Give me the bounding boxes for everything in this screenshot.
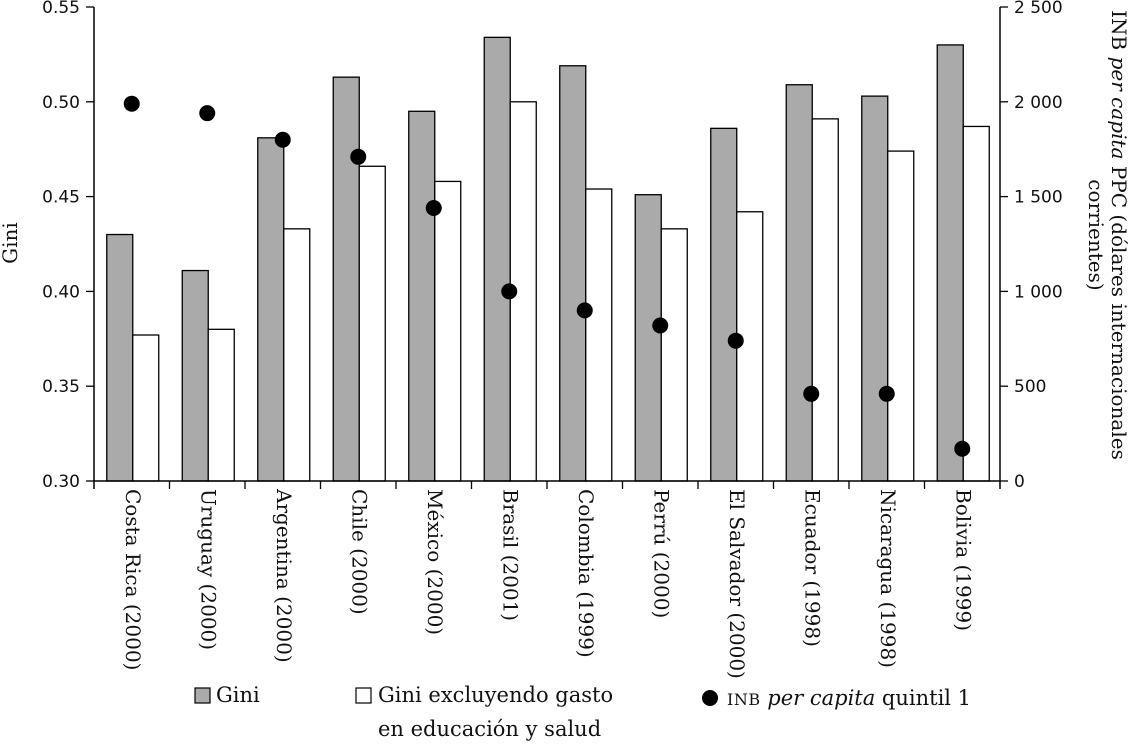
category-label: Colombia (1999): [574, 489, 598, 658]
category-label: Bolivia (1999): [951, 489, 975, 631]
legend-excl-label-line2: en educación y salud: [378, 717, 601, 741]
point-inb: [123, 95, 140, 112]
points-group: [123, 95, 971, 457]
y-tick-label: 0.35: [42, 377, 80, 397]
point-inb: [350, 148, 367, 165]
category-labels-group: Costa Rica (2000) Uruguay (2000) Argentina…: [121, 488, 976, 679]
y2-tick-label: 0: [1014, 472, 1025, 492]
y2-tick-label: 500: [1014, 377, 1046, 397]
category-label: Nicaragua (1998): [876, 489, 900, 668]
category-label: Costa Rica (2000): [121, 489, 145, 670]
legend-inb-prefix: INB: [727, 690, 761, 709]
point-inb: [727, 332, 744, 349]
legend-inb-italic: per capita: [767, 686, 875, 710]
bar-gini-excl: [660, 228, 688, 482]
bar-gini: [785, 84, 813, 482]
bar-gini: [559, 65, 587, 482]
point-inb: [199, 105, 216, 122]
category-label: Chile (2000): [347, 489, 371, 615]
bar-gini-excl: [132, 334, 160, 482]
bar-gini: [181, 269, 209, 482]
y2-tick-label: 2 500: [1014, 0, 1063, 18]
y-axis-title: Gini: [0, 222, 22, 264]
legend-inb-label: INB per capita quintil 1: [727, 686, 971, 710]
point-inb: [878, 385, 895, 402]
point-inb: [576, 302, 593, 319]
y2-axis-title: INB per capita PPC (dólares internaciona…: [1107, 10, 1131, 460]
point-inb: [501, 283, 518, 300]
category-label: México (2000): [423, 489, 447, 635]
legend-excl-swatch: [355, 687, 372, 704]
legend-inb-marker: [702, 690, 718, 706]
bar-gini: [936, 44, 964, 482]
y-tick-label: 0.55: [42, 0, 80, 18]
bar-gini-excl: [283, 228, 311, 482]
bar-gini: [634, 194, 662, 482]
bar-gini-excl: [962, 125, 990, 482]
axes-group: 0.30 0.35 0.40 0.45 0.50 0.55 0 500 1 000 1 500 2 …: [42, 0, 1063, 492]
point-inb: [274, 131, 291, 148]
y2-tick-label: 1 000: [1014, 282, 1063, 302]
bar-gini: [483, 36, 511, 482]
legend: Gini Gini excluyendo gasto en educación …: [194, 683, 971, 741]
y2-axis-title-line2: corrientes): [1084, 179, 1108, 290]
bar-gini: [257, 137, 285, 482]
legend-gini-swatch: [194, 687, 211, 704]
bar-gini-excl: [434, 180, 462, 482]
y2-title-part-2: per capita: [1107, 57, 1131, 160]
legend-inb-suffix: quintil 1: [875, 686, 971, 710]
y-tick-label: 0.50: [42, 93, 80, 113]
legend-excl-label-line1: Gini excluyendo gasto: [378, 683, 613, 707]
y-tick-label: 0.40: [42, 282, 80, 302]
category-label: Ecuador (1998): [800, 489, 824, 647]
bar-gini: [408, 110, 436, 482]
point-inb: [803, 385, 820, 402]
bar-gini-excl: [358, 165, 386, 482]
point-inb: [954, 440, 971, 457]
category-label: El Salvador (2000): [725, 489, 749, 679]
bar-gini-excl: [811, 118, 839, 482]
category-label: Perrú (2000): [649, 489, 673, 618]
legend-gini-label: Gini: [216, 683, 260, 707]
bar-gini-excl: [887, 150, 915, 482]
y2-title-part-3: PPC (dólares internacionales: [1107, 159, 1131, 459]
bar-gini: [861, 95, 889, 482]
y2-tick-label: 1 500: [1014, 188, 1063, 208]
bar-gini: [332, 76, 360, 482]
bar-gini: [710, 127, 738, 482]
y-tick-label: 0.30: [42, 472, 80, 492]
y-tick-label: 0.45: [42, 188, 80, 208]
category-label: Argentina (2000): [272, 488, 296, 663]
category-label: Uruguay (2000): [196, 489, 220, 650]
bars-group: [106, 36, 990, 482]
point-inb: [652, 317, 669, 334]
y2-tick-label: 2 000: [1014, 93, 1063, 113]
bar-gini-excl: [585, 188, 613, 482]
bar-gini-excl: [207, 328, 235, 482]
point-inb: [425, 199, 442, 216]
y2-title-part-1: INB: [1107, 10, 1131, 56]
category-label: Brasil (2001): [498, 489, 522, 621]
bar-gini: [106, 233, 134, 482]
